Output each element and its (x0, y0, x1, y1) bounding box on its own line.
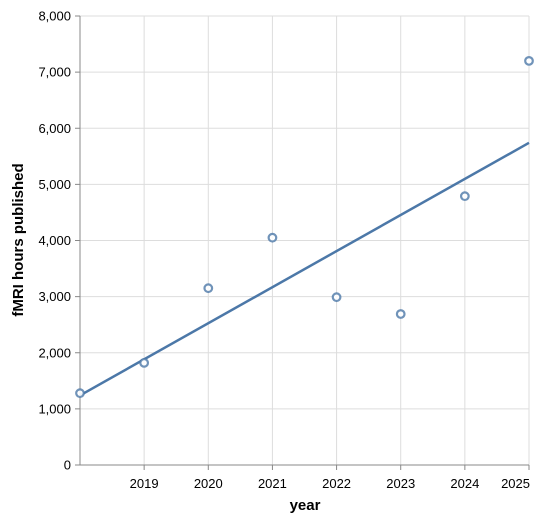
trend-line (79, 141, 530, 397)
y-tick-label: 0 (64, 458, 71, 473)
data-point (459, 191, 470, 202)
axes: 0 1,000 2,000 3,000 4,000 5,000 6,000 7,000 8,00… (38, 9, 530, 492)
x-tick-label: 2019 (130, 476, 159, 491)
y-tick-label: 6,000 (38, 121, 71, 136)
data-point (139, 357, 150, 368)
y-tick-label: 2,000 (38, 345, 71, 360)
x-tick-label: 2024 (450, 476, 479, 491)
y-tick-label: 5,000 (38, 177, 71, 192)
x-tick-label: 2022 (322, 476, 351, 491)
x-tick-label: 2025 (501, 476, 530, 491)
data-point (203, 283, 214, 294)
y-tick-label: 7,000 (38, 65, 71, 80)
x-tick-label: 2021 (258, 476, 287, 491)
data-points (75, 56, 534, 399)
x-tick-label: 2023 (386, 476, 415, 491)
y-axis-title: fMRI hours published (10, 163, 27, 316)
x-tick-label: 2020 (194, 476, 223, 491)
data-point (331, 292, 342, 303)
grid-lines (80, 15, 530, 466)
y-tick-label: 3,000 (38, 289, 71, 304)
trend-line-group (79, 141, 530, 397)
data-point (524, 56, 534, 66)
x-axis-title: year (290, 497, 321, 514)
y-tick-label: 1,000 (38, 401, 71, 416)
data-point (267, 232, 278, 243)
y-tick-label: 4,000 (38, 233, 71, 248)
y-tick-label: 8,000 (38, 9, 71, 24)
data-point (75, 388, 85, 399)
data-point (395, 309, 406, 319)
